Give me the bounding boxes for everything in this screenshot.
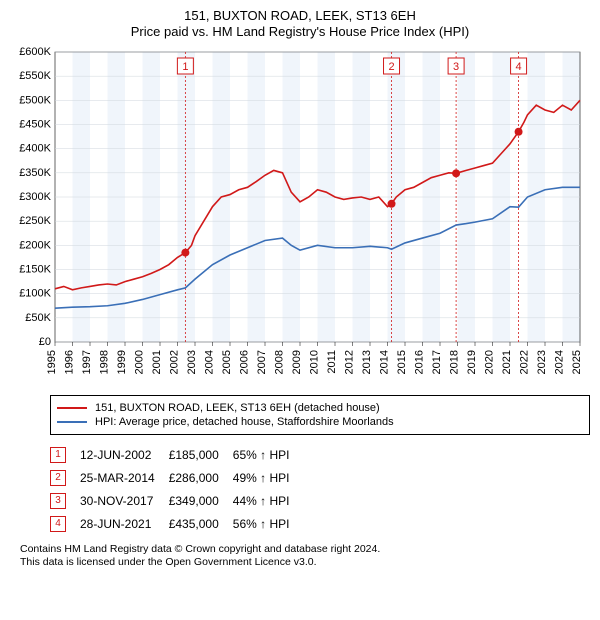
table-row: 2 25-MAR-2014£286,00049% ↑ HPI [50,466,303,489]
svg-text:£550K: £550K [19,70,51,82]
tx-pct: 49% ↑ HPI [233,466,304,489]
svg-text:2019: 2019 [466,350,478,374]
legend-item-property: 151, BUXTON ROAD, LEEK, ST13 6EH (detach… [57,402,583,414]
svg-text:2020: 2020 [484,350,496,374]
svg-text:£300K: £300K [19,191,51,203]
tx-date: 30-NOV-2017 [80,489,169,512]
table-row: 3 30-NOV-2017£349,00044% ↑ HPI [50,489,303,512]
svg-text:£600K: £600K [19,46,51,58]
tx-date: 12-JUN-2002 [80,443,169,466]
svg-text:2003: 2003 [186,350,198,374]
svg-text:2004: 2004 [204,350,216,374]
svg-text:2006: 2006 [239,350,251,374]
svg-text:2018: 2018 [449,350,461,374]
svg-text:2025: 2025 [571,350,583,374]
title-line1: 151, BUXTON ROAD, LEEK, ST13 6EH [10,8,590,24]
svg-text:£50K: £50K [25,312,51,324]
marker-badge: 1 [50,447,66,463]
legend: 151, BUXTON ROAD, LEEK, ST13 6EH (detach… [50,395,590,435]
tx-date: 25-MAR-2014 [80,466,169,489]
svg-text:£150K: £150K [19,264,51,276]
legend-swatch-property [57,407,87,409]
svg-text:3: 3 [453,61,459,73]
chart-title: 151, BUXTON ROAD, LEEK, ST13 6EH Price p… [10,8,590,40]
tx-price: £185,000 [169,443,233,466]
footer-line1: Contains HM Land Registry data © Crown c… [20,543,590,556]
svg-text:2002: 2002 [169,350,181,374]
marker-badge: 4 [50,516,66,532]
legend-label-property: 151, BUXTON ROAD, LEEK, ST13 6EH (detach… [95,402,380,414]
chart-area: £0 £50K £100K £150K £200K £250K £300K £350K £400… [10,46,590,391]
svg-text:2: 2 [388,61,394,73]
svg-text:2008: 2008 [274,350,286,374]
svg-text:1998: 1998 [99,350,111,374]
legend-label-hpi: HPI: Average price, detached house, Staf… [95,416,394,428]
footer: Contains HM Land Registry data © Crown c… [20,543,590,569]
legend-swatch-hpi [57,421,87,423]
svg-text:2009: 2009 [291,350,303,374]
svg-text:2013: 2013 [361,350,373,374]
marker-badge: 2 [50,470,66,486]
svg-text:2015: 2015 [396,350,408,374]
svg-text:1997: 1997 [81,350,93,374]
svg-text:2010: 2010 [309,350,321,374]
tx-price: £435,000 [169,512,233,535]
title-line2: Price paid vs. HM Land Registry's House … [10,24,590,40]
svg-text:2024: 2024 [554,350,566,374]
table-row: 4 28-JUN-2021£435,00056% ↑ HPI [50,512,303,535]
svg-text:2011: 2011 [326,350,338,374]
svg-text:£250K: £250K [19,215,51,227]
svg-text:2016: 2016 [414,350,426,374]
svg-text:1996: 1996 [64,350,76,374]
legend-item-hpi: HPI: Average price, detached house, Staf… [57,416,583,428]
svg-text:2022: 2022 [519,350,531,374]
tx-price: £349,000 [169,489,233,512]
svg-text:2000: 2000 [134,350,146,374]
svg-text:2014: 2014 [379,350,391,374]
footer-line2: This data is licensed under the Open Gov… [20,556,590,569]
tx-pct: 44% ↑ HPI [233,489,304,512]
svg-text:£500K: £500K [19,94,51,106]
svg-text:2005: 2005 [221,350,233,374]
line-chart: £0 £50K £100K £150K £200K £250K £300K £350K £400… [10,46,590,386]
transactions-table: 1 12-JUN-2002£185,00065% ↑ HPI 2 25-MAR-201… [50,443,303,535]
svg-text:£100K: £100K [19,288,51,300]
svg-text:2023: 2023 [536,350,548,374]
svg-text:£450K: £450K [19,119,51,131]
svg-text:2021: 2021 [501,350,513,374]
svg-text:2007: 2007 [256,350,268,374]
svg-text:2001: 2001 [151,350,163,374]
marker-badge: 3 [50,493,66,509]
svg-text:2012: 2012 [344,350,356,374]
svg-text:£200K: £200K [19,239,51,251]
svg-text:£350K: £350K [19,167,51,179]
svg-text:£0: £0 [39,336,51,348]
svg-text:1999: 1999 [116,350,128,374]
tx-price: £286,000 [169,466,233,489]
svg-text:2017: 2017 [431,350,443,374]
tx-pct: 56% ↑ HPI [233,512,304,535]
table-row: 1 12-JUN-2002£185,00065% ↑ HPI [50,443,303,466]
svg-text:£400K: £400K [19,143,51,155]
svg-text:1995: 1995 [46,350,58,374]
svg-text:1: 1 [182,61,188,73]
tx-date: 28-JUN-2021 [80,512,169,535]
svg-text:4: 4 [516,61,522,73]
tx-pct: 65% ↑ HPI [233,443,304,466]
